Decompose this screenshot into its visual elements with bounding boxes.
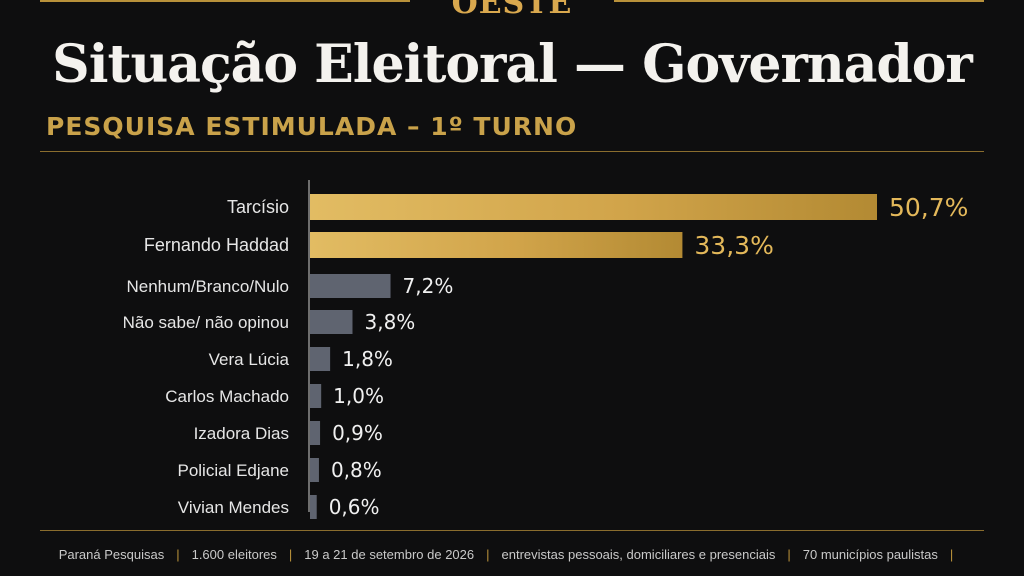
value-label: 3,8%: [364, 310, 415, 334]
footer-coverage: 70 municípios paulistas: [802, 547, 938, 562]
category-label: Não sabe/ não opinou: [123, 313, 289, 332]
value-label: 1,0%: [333, 384, 384, 408]
footer-notes: Paraná Pesquisas | 1.600 eleitores | 19 a 21…: [0, 547, 1024, 562]
category-label: Tarcísio: [227, 197, 289, 217]
value-label: 33,3%: [694, 231, 773, 260]
category-label: Nenhum/Branco/Nulo: [126, 277, 289, 296]
bar: [310, 232, 683, 258]
bar: [310, 274, 391, 298]
footer-sample: 1.600 eleitores: [191, 547, 277, 562]
footer-separator: |: [288, 547, 293, 562]
category-label: Carlos Machado: [165, 387, 289, 406]
bar: [310, 421, 321, 445]
footer-method: entrevistas pessoais, domiciliares e pre…: [501, 547, 776, 562]
category-label: Vivian Mendes: [178, 498, 289, 517]
footer-separator: |: [787, 547, 791, 562]
bar: [310, 347, 331, 371]
value-label: 50,7%: [889, 193, 968, 222]
chart-title: Situação Eleitoral — Governador: [52, 34, 973, 95]
value-label: 0,9%: [332, 421, 383, 445]
bar: [310, 458, 319, 482]
value-label: 1,8%: [342, 347, 393, 371]
footer-separator: |: [486, 547, 490, 562]
footer-source: Paraná Pesquisas: [58, 547, 165, 562]
value-label: 7,2%: [403, 274, 454, 298]
bar: [310, 384, 322, 408]
category-label: Vera Lúcia: [209, 350, 290, 369]
bar: [310, 495, 317, 519]
bar: [310, 310, 353, 334]
bar-chart: Tarcísio 50,7% Fernando Haddad 33,3% Nenhum/…: [123, 180, 968, 519]
value-label: 0,8%: [331, 458, 382, 482]
category-label: Fernando Haddad: [144, 235, 289, 255]
category-label: Policial Edjane: [177, 461, 289, 480]
footer-separator: |: [949, 547, 954, 562]
header-rule-left: [40, 0, 410, 2]
footer-dates: 19 a 21 de setembro de 2026: [304, 547, 475, 562]
value-label: 0,6%: [329, 495, 380, 519]
brand-logo: OESTE: [451, 0, 573, 21]
footer-separator: |: [176, 547, 180, 562]
divider-top: [40, 151, 984, 152]
header-rule-right: [614, 0, 984, 2]
category-label: Izadora Dias: [194, 424, 289, 443]
bar: [310, 194, 877, 220]
chart-subtitle: PESQUISA ESTIMULADA – 1º TURNO: [46, 112, 578, 141]
divider-bottom: [40, 530, 984, 531]
